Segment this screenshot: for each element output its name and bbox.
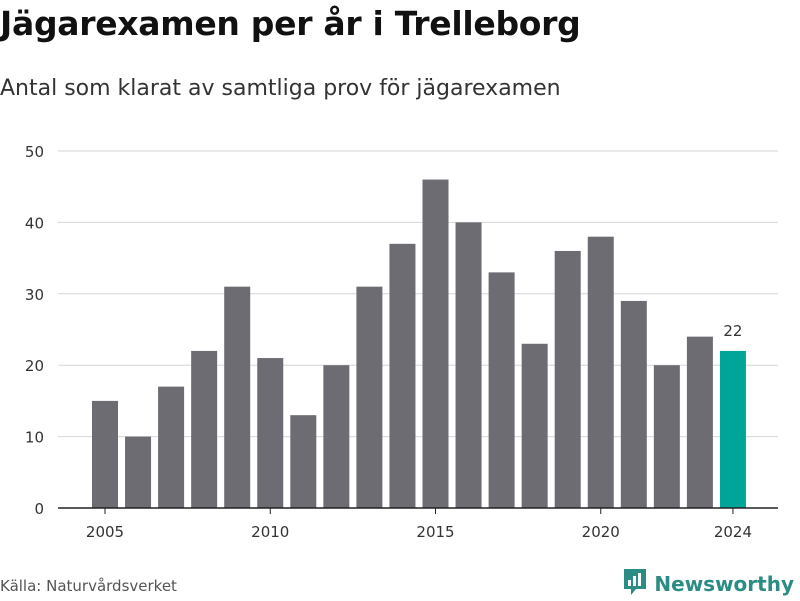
- bar-2005: [92, 400, 118, 508]
- data-labels: 22: [723, 322, 742, 340]
- x-tick-label: 2010: [251, 523, 289, 541]
- x-axis-ticks: 2005 2010 2015 2020 2024: [86, 508, 752, 541]
- y-tick-label: 30: [25, 286, 44, 304]
- bars: [92, 179, 746, 508]
- bar-2010: [257, 358, 284, 508]
- y-axis-ticks: 0 10 20 30 40 50: [25, 143, 44, 518]
- bar-2009: [224, 286, 251, 508]
- bar-2012: [323, 365, 350, 508]
- bar-2018: [521, 343, 548, 508]
- y-tick-label: 50: [25, 143, 44, 161]
- bar-2006: [125, 436, 152, 508]
- x-tick-label: 2005: [86, 523, 124, 541]
- y-tick-label: 0: [34, 500, 44, 518]
- bar-2020: [587, 236, 614, 508]
- bar-2007: [158, 386, 185, 508]
- data-label-2024: 22: [723, 322, 742, 340]
- bar-2021: [620, 300, 647, 508]
- x-tick-label: 2020: [582, 523, 620, 541]
- newsworthy-logo-icon: [622, 567, 648, 601]
- bar-2022: [653, 365, 680, 508]
- x-tick-label: 2024: [714, 523, 752, 541]
- y-tick-label: 20: [25, 357, 44, 375]
- bar-2011: [290, 415, 317, 508]
- bar-2017: [488, 272, 515, 508]
- bar-2016: [455, 222, 482, 508]
- bar-2023: [686, 336, 713, 508]
- source-note: Källa: Naturvårdsverket: [0, 577, 177, 595]
- page-subtitle: Antal som klarat av samtliga prov för jä…: [0, 76, 561, 101]
- page-title: Jägarexamen per år i Trelleborg: [0, 4, 581, 43]
- bar-2024: [719, 350, 746, 508]
- bar-2008: [191, 350, 218, 508]
- bar-chart: 0 10 20 30 40 50 22 2005 2010 2015 2020 2024: [25, 143, 778, 541]
- y-tick-label: 10: [25, 429, 44, 447]
- brand-name: Newsworthy: [654, 572, 794, 596]
- brand-logo[interactable]: Newsworthy: [622, 568, 794, 600]
- y-tick-label: 40: [25, 214, 44, 232]
- bar-2019: [554, 250, 581, 508]
- x-tick-label: 2015: [416, 523, 454, 541]
- bar-2014: [389, 243, 416, 508]
- bar-2013: [356, 286, 383, 508]
- bar-2015: [422, 179, 449, 508]
